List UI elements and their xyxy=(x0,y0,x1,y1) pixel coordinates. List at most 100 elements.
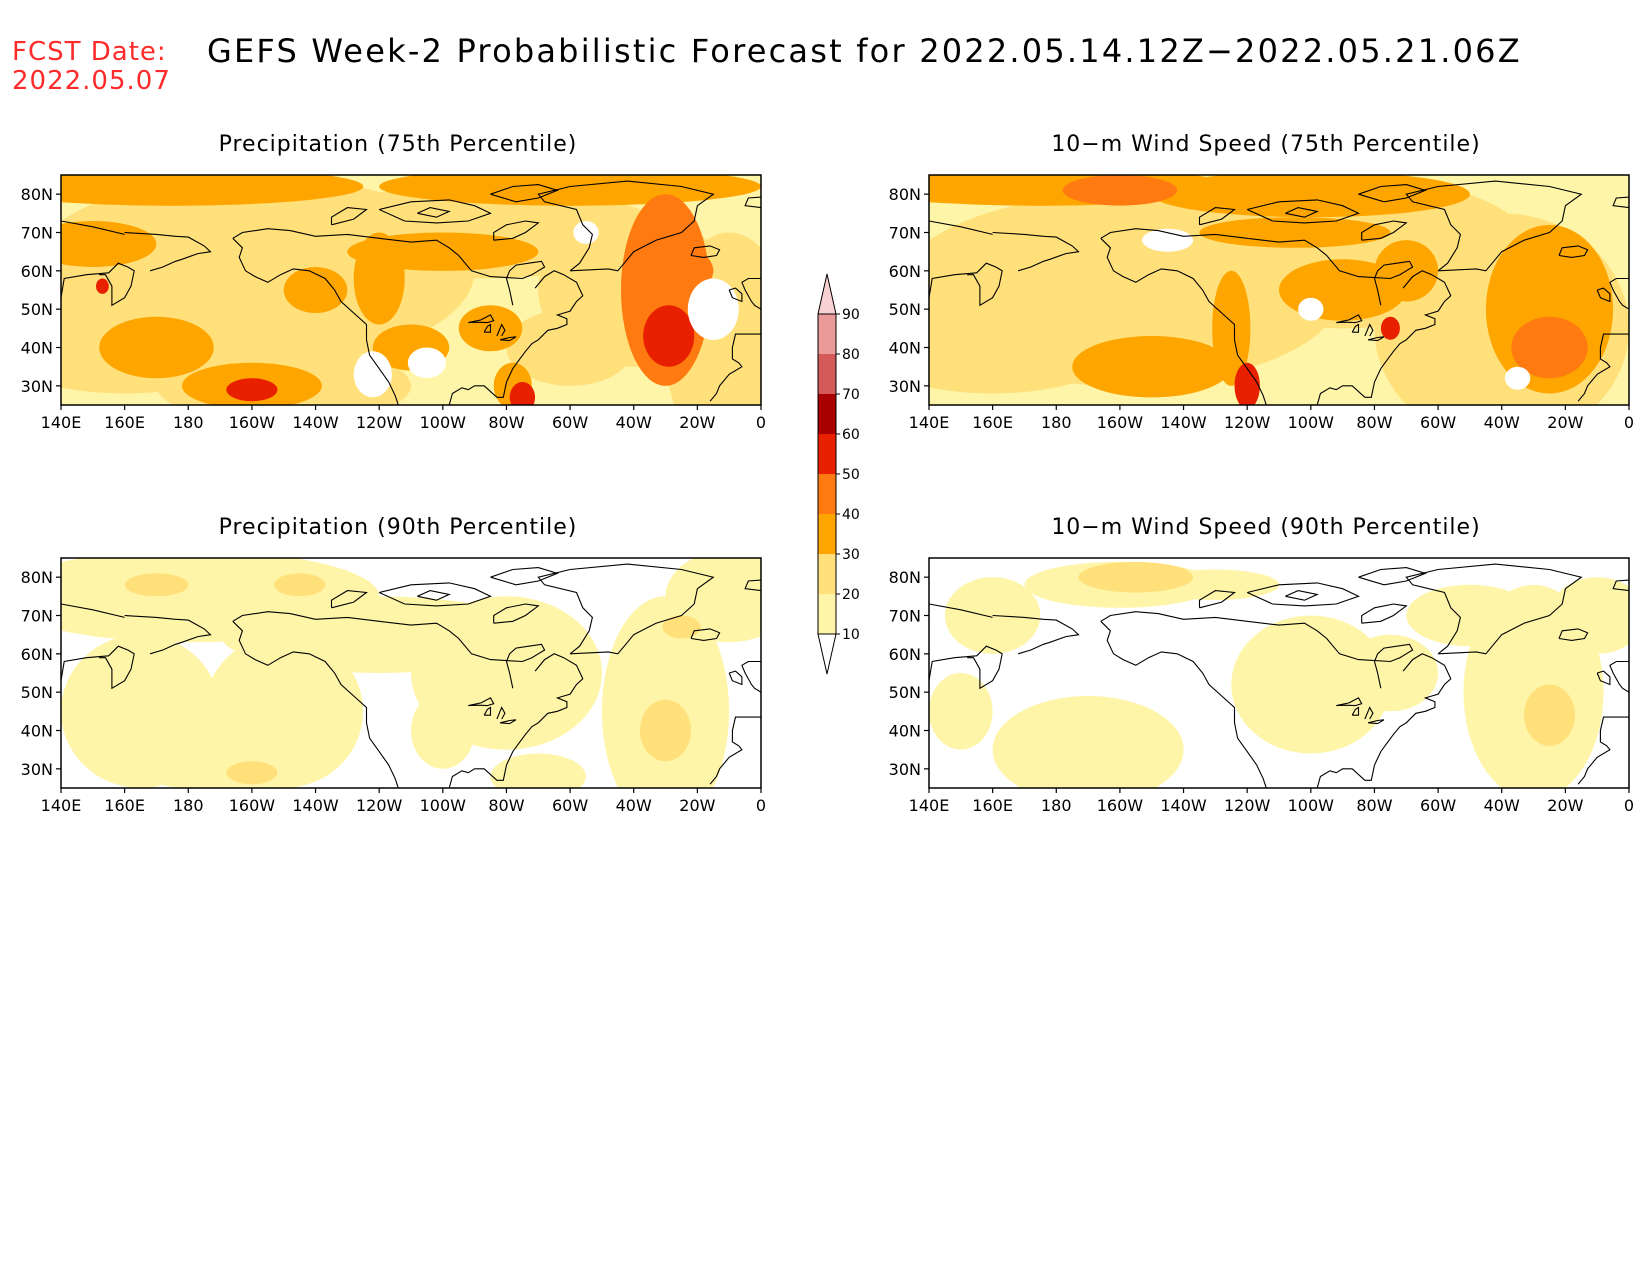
lat-label: 60N xyxy=(21,262,53,281)
coastline xyxy=(61,220,125,235)
probability-contour xyxy=(1234,362,1260,405)
lon-label: 0 xyxy=(756,413,766,430)
colorbar-label: 30 xyxy=(842,547,860,563)
lon-label: 20W xyxy=(679,796,715,813)
coastline xyxy=(1364,323,1374,337)
map-panel-wind-90: 80N 70N 60N 50N 40N 30N 140E 160E 180 160W 140W 120… xyxy=(868,543,1650,813)
probability-contour xyxy=(274,573,326,597)
lon-label: 100W xyxy=(1288,413,1335,430)
coastline xyxy=(741,277,761,310)
coastline xyxy=(709,333,761,402)
coastline xyxy=(1198,590,1236,609)
colorbar-label: 50 xyxy=(842,467,860,483)
probability-contour xyxy=(1199,217,1391,248)
below-threshold-area xyxy=(687,278,739,340)
lat-label: 50N xyxy=(21,683,53,702)
coastline xyxy=(1405,180,1583,272)
coastline xyxy=(929,262,1003,307)
coastline xyxy=(929,220,993,235)
probability-contour xyxy=(506,309,634,386)
coastline xyxy=(1246,199,1360,224)
map-panel-precip-75: 80N 70N 60N 50N 40N 30N 140E 160E 180 160W 140W 120… xyxy=(0,160,790,430)
coastline xyxy=(378,582,492,607)
coastline xyxy=(124,614,212,655)
probability-contour xyxy=(411,692,475,769)
lon-label: 140E xyxy=(909,413,950,430)
lat-label: 60N xyxy=(889,262,921,281)
panel-title-precip-90: Precipitation (90th Percentile) xyxy=(218,515,578,540)
field-wind-90 xyxy=(929,558,1629,788)
panel-title-wind-75: 10−m Wind Speed (75th Percentile) xyxy=(1051,132,1481,157)
probability-contour xyxy=(1231,615,1391,754)
probability-contour xyxy=(601,596,730,788)
coastline xyxy=(744,579,761,592)
map-precip-75: 80N 70N 60N 50N 40N 30N 140E 160E 180 160W 140W 120… xyxy=(21,174,766,430)
coastline xyxy=(741,660,761,693)
probability-contour xyxy=(1524,684,1575,746)
lon-label: 140W xyxy=(1160,413,1207,430)
coastline xyxy=(490,567,560,586)
colorbar-segment xyxy=(818,514,836,554)
lon-label: 20W xyxy=(1547,413,1583,430)
coastline xyxy=(1558,245,1589,258)
fcst-date-value: 2022.05.07 xyxy=(12,66,171,96)
coastline xyxy=(417,207,451,218)
coastline xyxy=(744,196,761,209)
lon-label: 80W xyxy=(488,413,524,430)
lat-label: 40N xyxy=(889,339,921,358)
lon-label: 20W xyxy=(1547,796,1583,813)
lon-label: 140E xyxy=(909,796,950,813)
probability-contour xyxy=(1406,584,1534,647)
colorbar: 10 20 30 40 50 60 70 80 90 xyxy=(817,273,860,675)
coastline xyxy=(1336,314,1363,324)
lon-label: 80W xyxy=(488,796,524,813)
probability-contour xyxy=(1511,316,1588,379)
lon-label: 160W xyxy=(229,796,276,813)
lon-label: 100W xyxy=(420,413,467,430)
coastline xyxy=(124,231,212,272)
colorbar-upper-tail xyxy=(817,273,837,315)
lat-label: 30N xyxy=(889,377,921,396)
coastline xyxy=(61,603,125,618)
lon-label: 80W xyxy=(1356,413,1392,430)
lon-label: 0 xyxy=(756,796,766,813)
probability-contour xyxy=(283,267,348,313)
coastline xyxy=(330,207,368,226)
lon-label: 160W xyxy=(1097,413,1144,430)
probability-contour xyxy=(61,175,364,206)
colorbar-label: 80 xyxy=(842,347,860,363)
coastline xyxy=(929,645,1003,690)
probability-contour xyxy=(347,232,539,271)
lon-label: 40W xyxy=(1484,796,1520,813)
lon-label: 60W xyxy=(1420,796,1456,813)
lon-label: 140W xyxy=(1160,796,1207,813)
colorbar-label: 10 xyxy=(842,627,860,643)
lon-label: 160W xyxy=(1097,796,1144,813)
colorbar-label: 90 xyxy=(842,307,860,323)
coastline xyxy=(1361,220,1408,241)
field-precip-90 xyxy=(61,558,761,788)
coastline xyxy=(1351,323,1360,333)
coastline xyxy=(1198,207,1236,226)
below-threshold-area xyxy=(1504,366,1531,390)
map-wind-90: 80N 70N 60N 50N 40N 30N 140E 160E 180 160W 140W 120… xyxy=(889,557,1634,813)
coastline xyxy=(1358,184,1428,203)
coastline xyxy=(1577,716,1629,785)
coastline xyxy=(232,611,546,689)
coastline xyxy=(1364,706,1374,720)
lat-label: 80N xyxy=(21,568,53,587)
lat-label: 80N xyxy=(889,568,921,587)
lon-label: 160E xyxy=(104,796,145,813)
below-threshold-area xyxy=(353,351,392,398)
below-threshold-area xyxy=(407,347,446,379)
lat-label: 80N xyxy=(21,185,53,204)
coastline xyxy=(468,314,495,324)
coastline xyxy=(1100,611,1414,689)
coastline xyxy=(330,590,368,609)
coastline xyxy=(493,220,540,241)
coastline xyxy=(929,603,993,618)
lon-label: 20W xyxy=(679,413,715,430)
lon-label: 180 xyxy=(173,413,204,430)
probability-contour xyxy=(649,247,714,294)
lat-label: 40N xyxy=(21,339,53,358)
